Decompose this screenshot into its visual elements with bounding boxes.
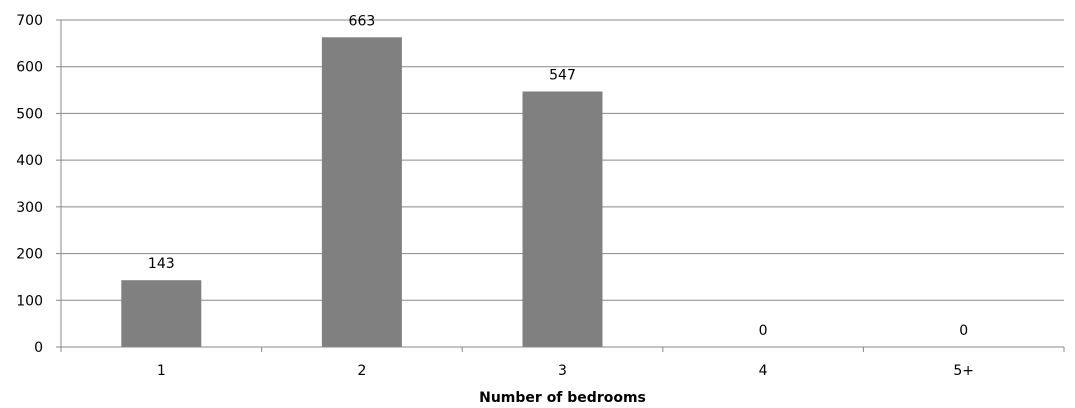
data-label-1: 143 [148,256,175,272]
bars [121,37,603,347]
axes [60,20,1064,348]
bar-1 [121,280,202,347]
y-tick-label: 200 [16,247,43,263]
y-tick-label: 700 [16,13,43,29]
y-tick-label: 300 [16,200,43,216]
data-labels: 143 663 547 0 0 [148,13,968,339]
x-axis-title: Number of bedrooms [479,390,646,406]
data-label-4: 0 [759,323,768,339]
x-tick-label: 4 [759,363,768,379]
x-axis-tick-labels: 1 2 3 4 5+ [60,347,1065,379]
x-tick-label: 3 [558,363,567,379]
x-tick-label: 5+ [953,363,974,379]
y-tick-label: 400 [16,153,43,169]
y-axis-tick-labels: 0 100 200 300 400 500 600 700 [16,13,43,356]
y-tick-label: 0 [34,340,43,356]
data-label-2: 663 [349,13,376,29]
y-tick-label: 600 [16,60,43,76]
x-tick-label: 1 [157,363,166,379]
bar-3 [522,91,603,347]
data-label-3: 547 [549,67,576,83]
x-tick-label: 2 [357,363,366,379]
y-tick-label: 500 [16,106,43,122]
data-label-5+: 0 [959,323,968,339]
y-tick-label: 100 [16,293,43,309]
bar-2 [321,37,402,347]
